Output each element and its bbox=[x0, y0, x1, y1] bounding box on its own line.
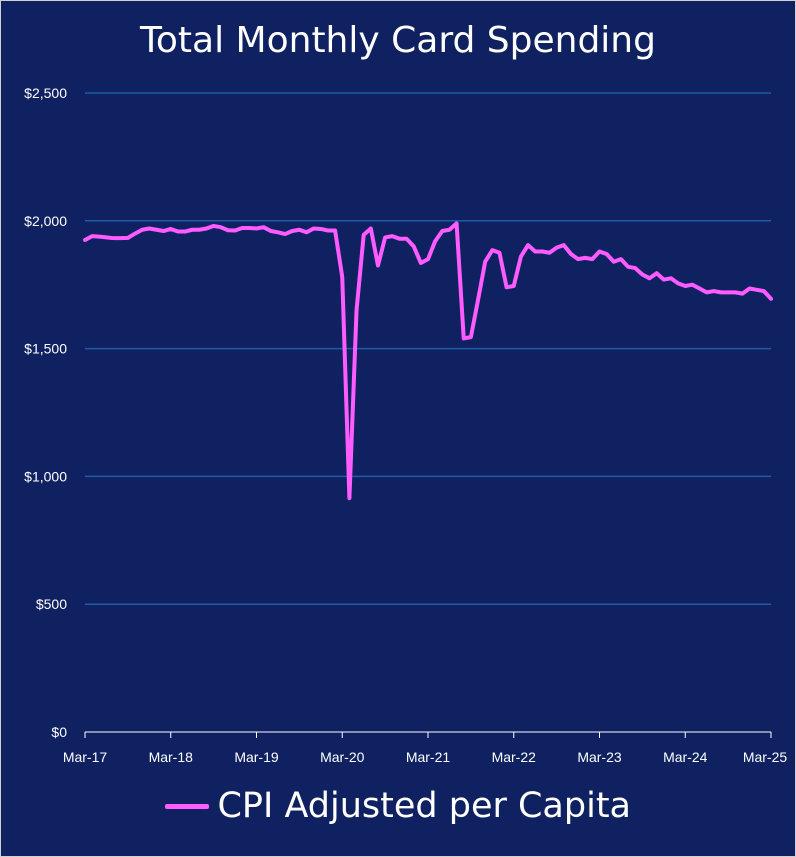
y-tick-label: $1,000 bbox=[24, 468, 67, 484]
y-tick-label: $500 bbox=[36, 596, 67, 612]
chart-title: Total Monthly Card Spending bbox=[140, 20, 656, 61]
x-tick-label: Mar-22 bbox=[492, 749, 537, 765]
x-tick-label: Mar-18 bbox=[149, 749, 194, 765]
y-tick-label: $1,500 bbox=[24, 341, 67, 357]
y-tick-label: $2,500 bbox=[24, 85, 67, 101]
x-tick-label: Mar-25 bbox=[743, 749, 788, 765]
legend-swatch bbox=[165, 803, 209, 809]
y-axis: $0 $500 $1,000 $1,500 $2,000 $2,500 bbox=[24, 85, 67, 740]
gridlines bbox=[85, 92, 771, 605]
series-line-cpi-adjusted-per-capita bbox=[83, 221, 773, 501]
y-tick-label: $0 bbox=[51, 724, 67, 740]
x-tick-label: Mar-17 bbox=[63, 749, 108, 765]
x-tick-label: Mar-20 bbox=[320, 749, 365, 765]
x-tick-label: Mar-21 bbox=[406, 749, 451, 765]
x-tick-label: Mar-24 bbox=[663, 749, 708, 765]
x-tick-label: Mar-19 bbox=[234, 749, 279, 765]
x-axis: Mar-17 Mar-18 Mar-19 Mar-20 Mar-21 Mar-22 Mar-… bbox=[63, 731, 788, 765]
y-tick-label: $2,000 bbox=[24, 213, 67, 229]
x-tick-label: Mar-23 bbox=[577, 749, 622, 765]
series-group bbox=[83, 221, 773, 501]
legend-label: CPI Adjusted per Capita bbox=[217, 786, 631, 826]
legend: CPI Adjusted per Capita bbox=[0, 786, 796, 826]
